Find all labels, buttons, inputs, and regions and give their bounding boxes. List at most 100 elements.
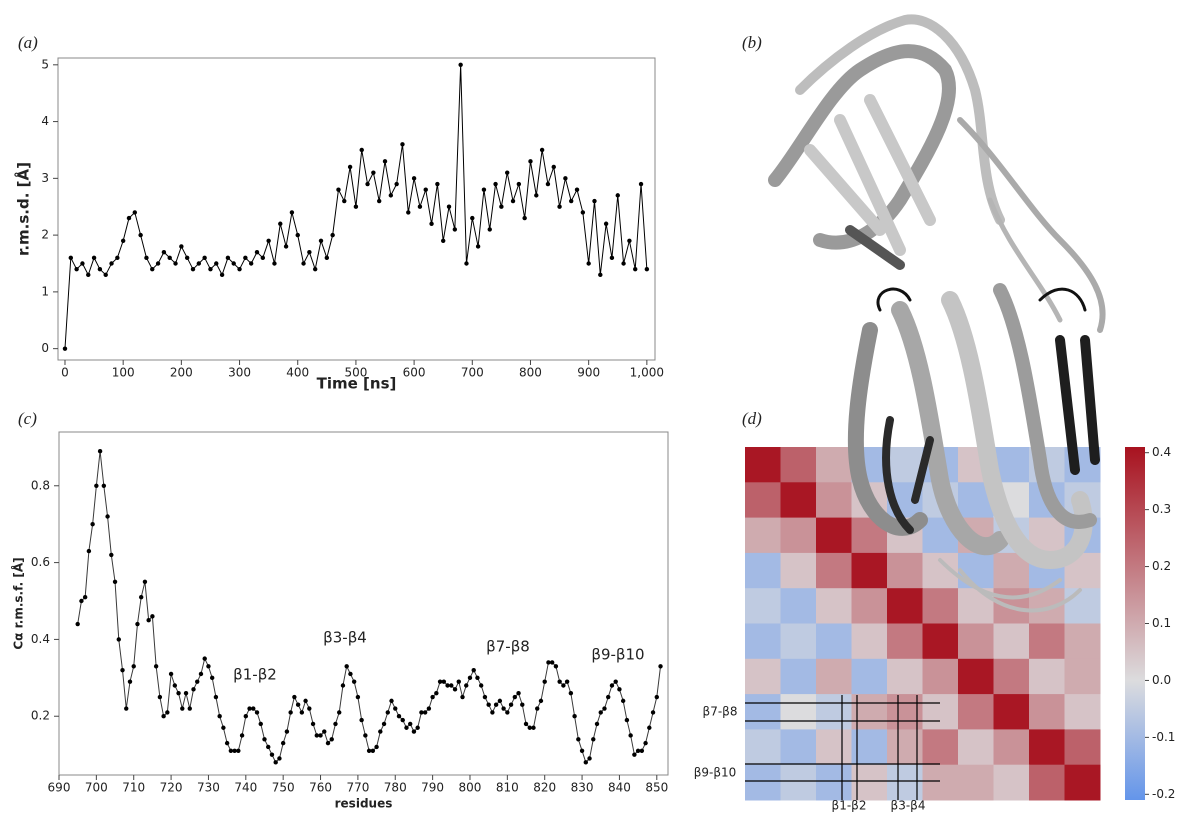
data-point <box>224 740 230 746</box>
data-point <box>452 687 458 692</box>
plot-frame <box>58 431 669 776</box>
y-tick-label: 0.2 <box>31 709 50 723</box>
data-point <box>183 690 189 696</box>
colorbar-tick-label: -0.2 <box>1152 787 1175 801</box>
data-point <box>471 667 476 673</box>
data-point <box>126 215 132 221</box>
data-point <box>196 261 202 266</box>
x-tick-label: 0 <box>61 366 69 380</box>
colorbar-tick-label: 0.3 <box>1152 502 1171 516</box>
heatmap-cell <box>780 588 817 624</box>
y-tick-label: 3 <box>41 171 49 185</box>
data-point <box>161 249 167 255</box>
data-point <box>180 706 185 711</box>
data-point <box>620 698 626 704</box>
x-tick-label: 600 <box>403 366 426 380</box>
data-point <box>615 193 620 198</box>
data-point <box>157 694 163 700</box>
region-label: β1-β2 <box>832 799 867 813</box>
data-point <box>579 748 585 754</box>
x-tick-label: 720 <box>160 781 183 795</box>
heatmap-cell <box>958 623 994 660</box>
plot-frame <box>57 57 656 361</box>
heatmap-cell <box>1064 694 1101 730</box>
y-tick-label: 0.4 <box>31 632 50 646</box>
data-point <box>251 706 256 711</box>
data-point <box>621 261 626 266</box>
data-point <box>531 725 536 730</box>
data-point <box>97 266 103 272</box>
x-tick-label: 750 <box>272 781 295 795</box>
data-point <box>493 181 498 187</box>
data-point <box>90 521 95 527</box>
heatmap-cell <box>745 517 781 554</box>
data-point <box>449 683 454 688</box>
data-point <box>475 244 481 249</box>
data-point <box>440 238 446 243</box>
data-point <box>146 618 151 623</box>
colorbar <box>1125 447 1145 800</box>
data-point <box>624 717 630 723</box>
data-point <box>487 227 492 232</box>
data-point <box>389 698 394 704</box>
data-point <box>225 255 231 261</box>
annotation: β1-β2 <box>233 666 277 684</box>
heatmap-cell <box>851 588 888 624</box>
data-point <box>561 683 566 688</box>
data-point <box>557 204 562 209</box>
heatmap-cell <box>1029 623 1065 660</box>
heatmap-cell <box>780 517 817 554</box>
data-point <box>359 717 364 723</box>
y-tick-label: 0.8 <box>31 478 50 492</box>
data-point <box>426 706 432 711</box>
x-axis-label: Time [ns] <box>317 375 397 393</box>
data-point <box>482 694 488 700</box>
x-tick-label: 730 <box>197 781 220 795</box>
data-point <box>214 261 219 266</box>
heatmap-cell <box>851 658 888 695</box>
data-point <box>423 187 428 192</box>
data-point <box>370 748 376 754</box>
data-point <box>415 725 420 730</box>
data-point <box>520 702 525 707</box>
data-point <box>105 514 110 519</box>
data-point <box>452 227 458 232</box>
data-point <box>406 210 411 215</box>
data-point <box>292 694 297 700</box>
heatmap-cell <box>922 623 959 660</box>
data-point <box>411 176 417 181</box>
data-point <box>508 702 514 707</box>
data-point <box>132 210 138 215</box>
data-point <box>340 683 346 688</box>
data-point <box>219 272 225 278</box>
data-point <box>464 683 469 688</box>
data-point <box>609 683 615 688</box>
data-point <box>262 737 267 742</box>
heatmap-cell <box>1064 623 1101 660</box>
data-point <box>419 710 424 715</box>
data-point <box>464 261 469 266</box>
data-point <box>598 710 603 715</box>
data-point <box>467 675 473 681</box>
data-point <box>598 272 603 278</box>
data-point <box>609 255 615 261</box>
data-point <box>153 664 159 669</box>
heatmap-cell <box>816 588 852 624</box>
data-point <box>592 198 597 204</box>
data-point <box>258 721 263 727</box>
y-tick-label: 1 <box>41 284 49 298</box>
heatmap-cell <box>780 729 817 766</box>
data-point <box>460 694 465 700</box>
data-point <box>124 706 129 711</box>
heatmap-cell <box>958 729 994 766</box>
data-point <box>393 706 398 711</box>
data-point <box>91 255 97 261</box>
data-point <box>568 690 574 696</box>
data-point <box>266 238 271 243</box>
data-point <box>202 656 207 661</box>
x-tick-label: 900 <box>577 366 600 380</box>
data-point <box>486 702 491 707</box>
data-point <box>239 733 245 738</box>
region-label: β9-β10 <box>694 766 737 780</box>
